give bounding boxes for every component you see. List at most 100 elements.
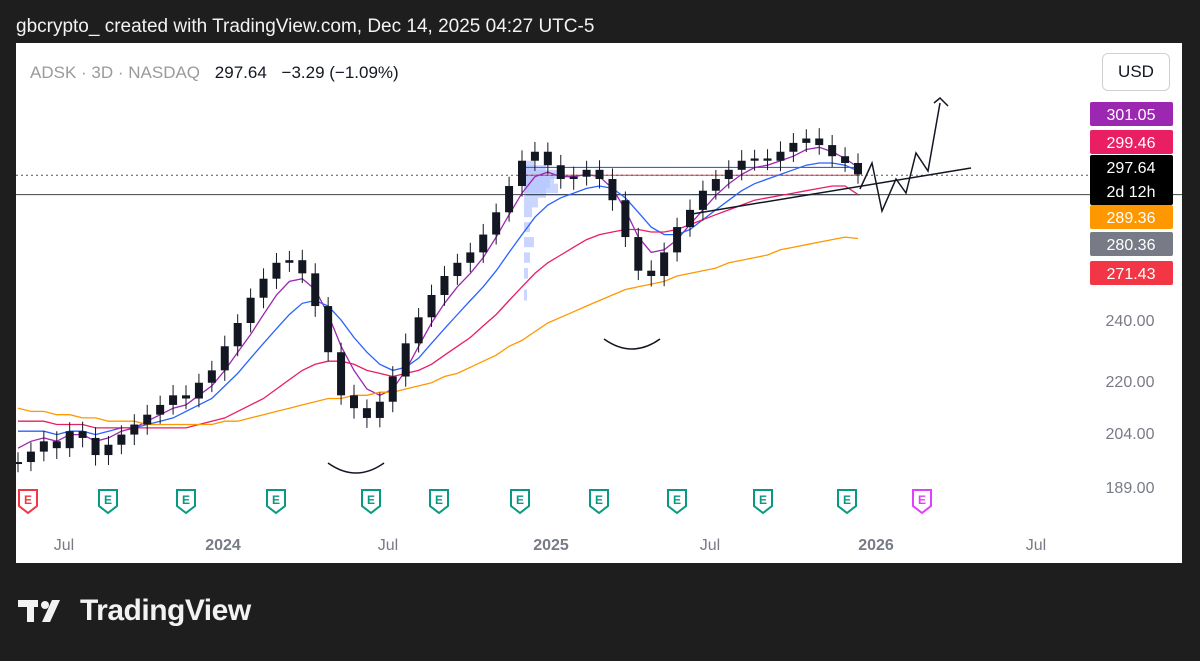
projected-path-line: [859, 102, 941, 214]
price-badge-value: 299.46: [1107, 135, 1156, 152]
candle-body: [776, 151, 785, 161]
earnings-marker-icon: [912, 489, 932, 515]
earnings-marker-label: E: [182, 493, 190, 507]
candle-body: [65, 431, 74, 449]
candle-body: [802, 138, 811, 143]
candle-body: [427, 294, 436, 318]
chart-canvas[interactable]: E E E E E E E E E E E E Jul 2024 Jul 2025 Jul 2026 Jul 240.…: [16, 43, 1182, 563]
candle-body: [854, 162, 862, 175]
earnings-marker-label: E: [843, 493, 851, 507]
y-axis-tick-label: 204.00: [1106, 426, 1155, 443]
candle-body: [259, 278, 268, 298]
ma-fast-line: [17, 146, 859, 449]
candle-body: [169, 395, 178, 405]
x-axis-tick-label: Jul: [54, 537, 74, 554]
ma-orange-line: [17, 236, 859, 426]
volume-profile-bar: [524, 289, 527, 301]
price-badge-value: 297.64: [1107, 160, 1156, 177]
candle-body: [298, 260, 307, 274]
x-axis-tick-label: Jul: [1026, 537, 1046, 554]
candle-body: [737, 160, 746, 170]
candle-body: [143, 414, 152, 425]
candle-body: [660, 252, 669, 277]
candle-body: [518, 160, 526, 187]
earnings-marker-icon: [361, 489, 381, 515]
rounding-bottom-arc: [603, 338, 661, 350]
candle-body: [686, 209, 694, 228]
price-badge-value: 271.43: [1107, 266, 1156, 283]
candle-body: [530, 151, 539, 161]
projection-arrow-head: [933, 96, 949, 107]
candle-body: [78, 431, 87, 438]
candle-body: [698, 190, 707, 210]
candle-body: [569, 176, 578, 180]
earnings-marker-icon: [18, 489, 38, 515]
earnings-marker-label: E: [435, 493, 443, 507]
earnings-marker-icon: [98, 489, 118, 515]
candle-body: [362, 408, 371, 418]
candle-body: [414, 317, 423, 344]
candle-body: [634, 237, 643, 271]
price-change: −3.29 (−1.09%): [281, 63, 399, 82]
symbol-legend: ADSK · 3D · NASDAQ 297.64 −3.29 (−1.09%): [30, 63, 399, 83]
candle-body: [479, 234, 488, 253]
price-badge: [1090, 205, 1173, 229]
earnings-marker-label: E: [673, 493, 681, 507]
candle-body: [52, 441, 61, 449]
earnings-marker-icon: [176, 489, 196, 515]
symbol-title: ADSK · 3D · NASDAQ: [30, 63, 201, 82]
volume-profile-bar: [524, 188, 546, 198]
rounding-bottom-arc: [327, 462, 385, 474]
earnings-marker-label: E: [595, 493, 603, 507]
price-badge: [1090, 232, 1173, 256]
attribution-header: gbcrypto_ created with TradingView.com, …: [16, 16, 595, 37]
earnings-marker-label: E: [516, 493, 524, 507]
volume-profile-bar: [524, 197, 538, 208]
candle-body: [556, 165, 565, 180]
candle-body: [117, 434, 126, 445]
earnings-marker-label: E: [272, 493, 280, 507]
earnings-marker-icon: [589, 489, 609, 515]
price-badge: [1090, 155, 1173, 205]
candle-body: [337, 352, 346, 396]
x-axis-tick-label: Jul: [700, 537, 720, 554]
candle-body: [505, 186, 514, 213]
earnings-marker-label: E: [918, 493, 926, 507]
x-axis-tick-label: 2024: [205, 537, 241, 554]
earnings-marker-label: E: [367, 493, 375, 507]
y-axis-tick-label: 189.00: [1106, 480, 1155, 497]
price-badge: [1090, 102, 1173, 126]
last-price: 297.64: [214, 63, 267, 82]
price-badge-value: 301.05: [1107, 107, 1156, 124]
candle-body: [724, 169, 733, 180]
candle-body: [466, 252, 475, 263]
earnings-marker-icon: [753, 489, 773, 515]
candle-body: [104, 444, 113, 456]
price-badge: [1090, 261, 1173, 285]
candle-body: [711, 179, 720, 191]
candle-body: [285, 260, 294, 263]
ascending-trendline: [691, 167, 972, 215]
candle-body: [130, 424, 139, 435]
earnings-marker-label: E: [104, 493, 112, 507]
candle-body: [375, 401, 384, 418]
tradingview-footer: TradingView: [18, 594, 251, 628]
candle-body: [543, 151, 552, 166]
candle-body: [440, 276, 449, 295]
candle-body: [750, 158, 759, 161]
candle-body: [220, 346, 229, 371]
x-axis-tick-label: 2026: [858, 537, 894, 554]
price-badge: [1090, 130, 1173, 154]
candle-body: [582, 169, 591, 177]
earnings-marker-icon: [837, 489, 857, 515]
candle-body: [182, 395, 190, 399]
price-badge-value: 280.36: [1107, 237, 1156, 254]
candle-body: [350, 395, 358, 409]
candle-body: [233, 323, 242, 347]
earnings-marker-label: E: [24, 493, 32, 507]
candle-body: [272, 262, 281, 279]
chart-card[interactable]: E E E E E E E E E E E E Jul 2024 Jul 2025 Jul 2026 Jul 240.…: [16, 43, 1182, 563]
candle-body: [789, 142, 798, 152]
currency-button[interactable]: USD: [1102, 53, 1170, 91]
y-axis-tick-label: 240.00: [1106, 313, 1155, 330]
